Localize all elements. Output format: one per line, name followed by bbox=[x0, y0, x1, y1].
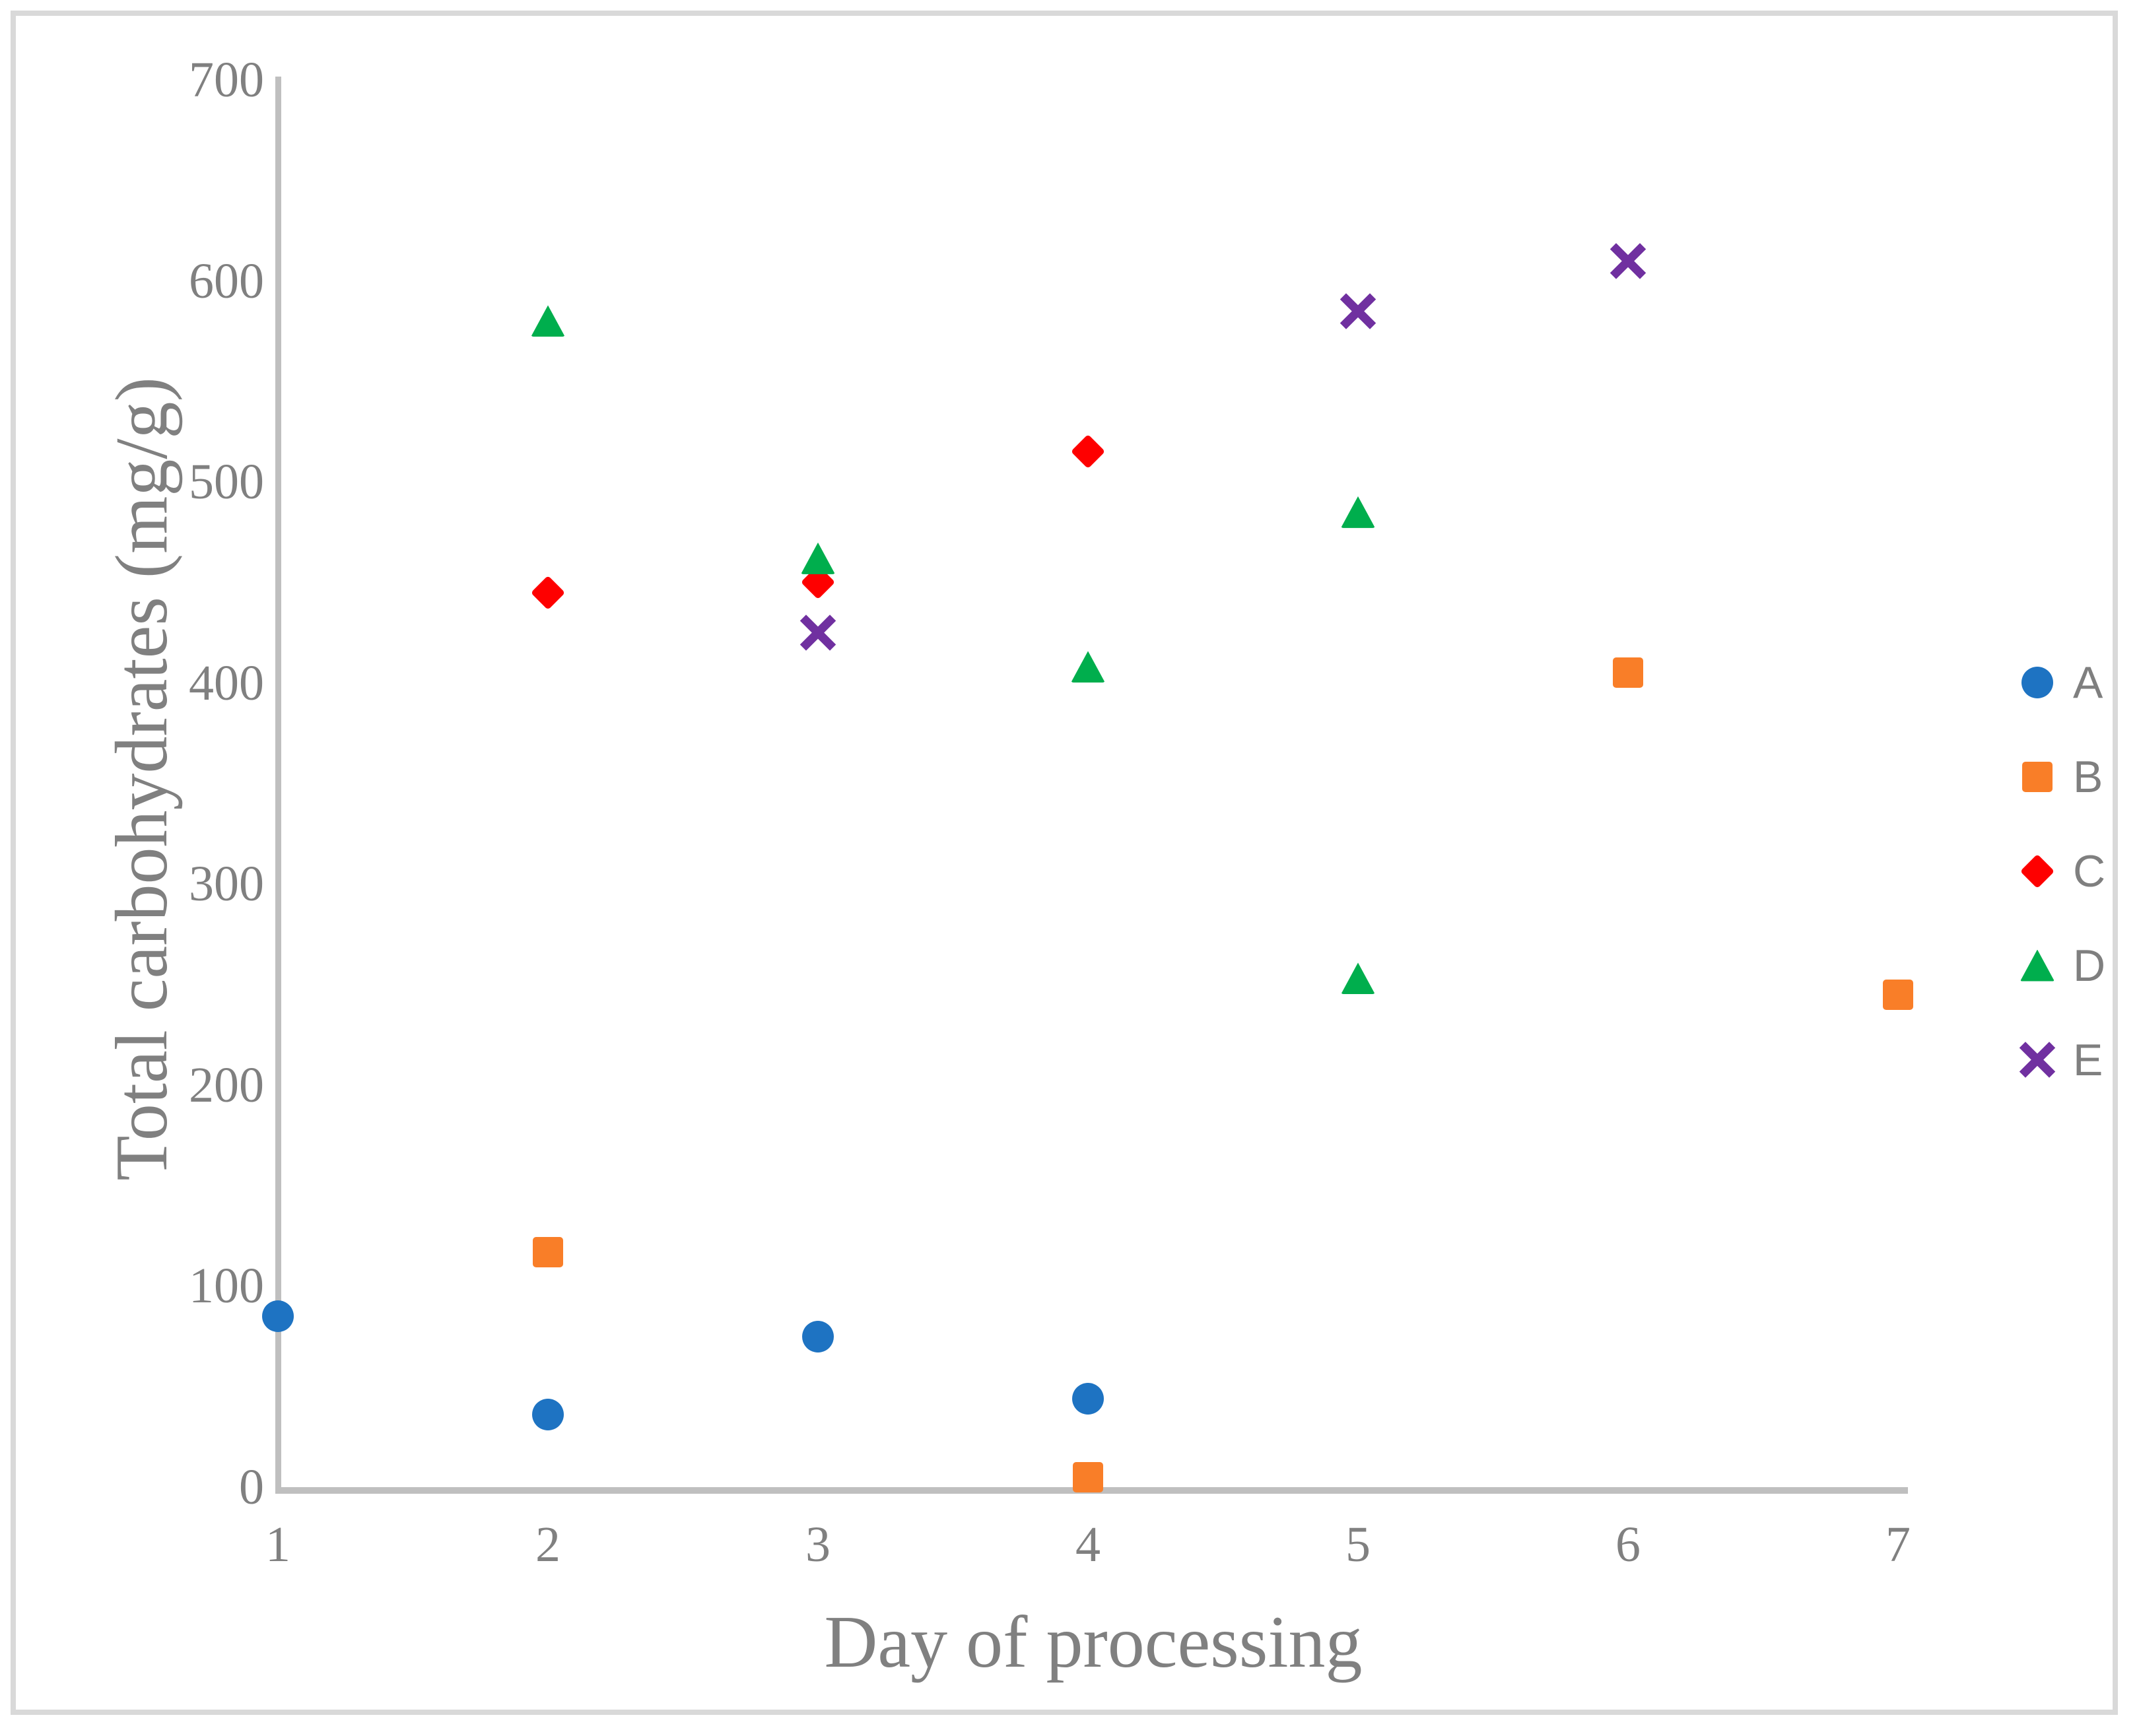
data-point-E-day3 bbox=[799, 615, 836, 651]
legend-marker-circle-icon bbox=[2021, 666, 2053, 698]
data-point-A-day3 bbox=[802, 1320, 834, 1352]
legend-label-C: C bbox=[2073, 846, 2106, 896]
y-axis-title: Total carbohydrates (mg/g) bbox=[101, 377, 183, 1181]
x-tick-label-3: 3 bbox=[805, 1517, 831, 1572]
data-point-A-day2 bbox=[532, 1399, 564, 1431]
y-tick-label-500: 500 bbox=[189, 454, 264, 510]
legend-marker-square-icon bbox=[2022, 761, 2053, 792]
x-tick-label-4: 4 bbox=[1075, 1517, 1101, 1572]
legend-entry-C: C bbox=[2020, 824, 2105, 918]
y-axis-line bbox=[275, 77, 281, 1494]
y-tick-label-100: 100 bbox=[189, 1258, 264, 1314]
x-tick-label-1: 1 bbox=[265, 1517, 290, 1572]
legend-label-D: D bbox=[2073, 940, 2106, 991]
legend-label-A: A bbox=[2073, 657, 2103, 708]
y-tick-label-300: 300 bbox=[189, 856, 264, 912]
legend-marker-x-icon bbox=[2019, 1042, 2056, 1078]
x-tick-label-6: 6 bbox=[1615, 1517, 1641, 1572]
legend-marker-triangle-icon bbox=[2020, 949, 2054, 982]
y-tick-label-700: 700 bbox=[189, 52, 264, 108]
data-point-A-day4 bbox=[1072, 1382, 1104, 1415]
figure-border bbox=[11, 11, 2118, 1715]
legend-marker-diamond-icon bbox=[2020, 853, 2055, 888]
data-point-B-day2 bbox=[533, 1236, 563, 1267]
y-tick-label-600: 600 bbox=[189, 253, 264, 309]
legend-label-E: E bbox=[2073, 1034, 2103, 1085]
data-point-B-day4 bbox=[1073, 1461, 1103, 1492]
y-tick-label-0: 0 bbox=[239, 1459, 264, 1515]
legend-label-B: B bbox=[2073, 751, 2103, 802]
legend-entry-B: B bbox=[2020, 729, 2103, 824]
data-point-E-day5 bbox=[1340, 293, 1376, 329]
legend-entry-A: A bbox=[2020, 635, 2103, 729]
legend-entry-D: D bbox=[2020, 918, 2105, 1013]
x-tick-label-2: 2 bbox=[535, 1517, 560, 1572]
x-tick-label-7: 7 bbox=[1885, 1517, 1911, 1572]
data-point-B-day7 bbox=[1883, 979, 1913, 1010]
data-point-B-day6 bbox=[1613, 657, 1643, 688]
y-tick-label-400: 400 bbox=[189, 655, 264, 711]
y-tick-label-200: 200 bbox=[189, 1057, 264, 1113]
x-axis-title: Day of processing bbox=[824, 1601, 1363, 1683]
data-point-E-day6 bbox=[1610, 242, 1647, 279]
data-point-A-day1 bbox=[262, 1300, 294, 1333]
x-tick-label-5: 5 bbox=[1345, 1517, 1371, 1572]
legend-entry-E: E bbox=[2019, 1013, 2103, 1107]
